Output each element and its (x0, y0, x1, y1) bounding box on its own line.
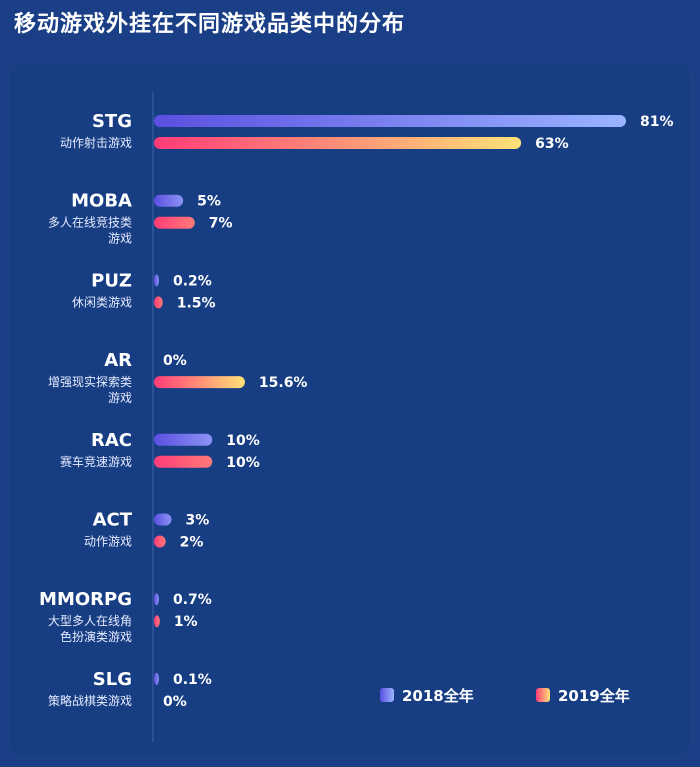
bar-2019 (154, 296, 163, 309)
legend-swatch (536, 688, 550, 702)
data-label: 63% (535, 136, 569, 152)
category-label: RAC (91, 430, 132, 451)
data-label: 10% (226, 455, 260, 471)
category-label: STG (92, 111, 132, 132)
bar-2019 (154, 455, 213, 468)
legend-label: 2018全年 (402, 687, 474, 705)
category-sublabel: 大型多人在线角 (48, 614, 132, 628)
bar-2019 (154, 216, 195, 229)
category-sublabel: 赛车竞速游戏 (60, 454, 132, 469)
bar-2019 (154, 376, 245, 389)
bar-2019 (154, 535, 166, 548)
data-label: 1% (174, 614, 198, 630)
chart-panel (8, 62, 692, 758)
category-sublabel: 休闲类游戏 (72, 295, 132, 309)
category-label: MMORPG (39, 589, 132, 610)
category-sublabel: 色扮演类游戏 (60, 629, 132, 644)
bar-2018 (154, 433, 213, 446)
data-label: 15.6% (259, 375, 308, 391)
legend-label: 2019全年 (558, 687, 630, 705)
data-label: 1.5% (177, 295, 216, 311)
bar-2018 (154, 513, 172, 526)
bar-2018 (154, 593, 159, 606)
data-label: 0.1% (173, 672, 212, 688)
category-sublabel: 多人在线竞技类 (48, 216, 132, 230)
data-label: 0% (163, 353, 187, 369)
bar-2018 (154, 115, 626, 127)
category-sublabel: 动作射击游戏 (60, 135, 132, 150)
bar-2018 (154, 672, 159, 685)
category-sublabel: 游戏 (108, 232, 132, 246)
category-label: ACT (93, 510, 133, 531)
bar-2019 (154, 137, 522, 149)
category-label: SLG (93, 669, 132, 690)
data-label: 0.7% (173, 592, 212, 608)
category-label: AR (104, 350, 132, 371)
bar-2019 (154, 615, 160, 628)
bar-2018 (154, 274, 159, 287)
data-label: 81% (640, 114, 674, 130)
data-label: 7% (209, 216, 233, 232)
category-label: PUZ (91, 270, 132, 291)
data-label: 10% (226, 433, 260, 449)
data-label: 5% (197, 194, 221, 210)
category-sublabel: 增强现实探索类 (48, 374, 132, 389)
legend-swatch (380, 688, 394, 702)
data-label: 3% (185, 513, 209, 529)
page-title: 移动游戏外挂在不同游戏品类中的分布 (14, 12, 406, 37)
category-sublabel: 动作游戏 (84, 535, 132, 549)
category-label: MOBA (71, 191, 132, 212)
data-label: 2% (180, 535, 204, 551)
category-sublabel: 策略战棋类游戏 (48, 693, 132, 708)
data-label: 0% (163, 694, 187, 710)
category-sublabel: 游戏 (108, 391, 132, 405)
data-label: 0.2% (173, 273, 212, 289)
bar-2018 (154, 194, 184, 207)
